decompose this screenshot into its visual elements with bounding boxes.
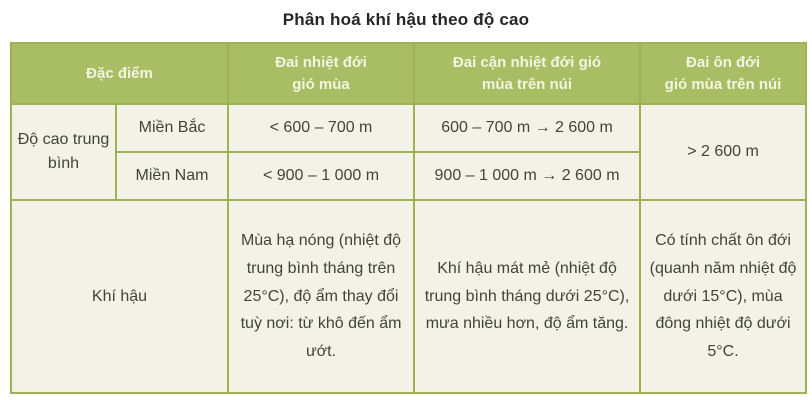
- climate-row-label: Khí hậu: [9, 199, 230, 394]
- altitude-south-tropical: < 900 – 1 000 m: [227, 151, 416, 201]
- altitude-south-subtropical: 900 – 1 000 m → 2 600 m: [413, 151, 642, 201]
- south-region-label: Miền Nam: [114, 151, 230, 201]
- header-temperate-belt: Đai ôn đới gió mùa trên núi: [639, 42, 808, 105]
- altitude-north-tropical: < 600 – 700 m: [227, 103, 416, 153]
- climate-row: Khí hậu Mùa hạ nóng (nhiệt độ trung bình…: [9, 199, 808, 394]
- climate-tropical-desc: Mùa hạ nóng (nhiệt độ trung bình tháng t…: [227, 199, 416, 394]
- header-tropical-belt: Đai nhiệt đới gió mùa: [227, 42, 416, 105]
- north-region-label: Miền Bắc: [114, 103, 230, 153]
- altitude-north-subtropical: 600 – 700 m → 2 600 m: [413, 103, 642, 153]
- header-subtropical-belt: Đai cận nhiệt đới gió mùa trên núi: [413, 42, 642, 105]
- header-feature: Đặc điểm: [9, 42, 230, 105]
- climate-temperate-desc: Có tính chất ôn đới (quanh năm nhiệt độ …: [639, 199, 808, 394]
- altitude-south-row: Miền Nam < 900 – 1 000 m 900 – 1 000 m →…: [11, 151, 806, 201]
- table-title: Phân hoá khí hậu theo độ cao: [282, 10, 530, 29]
- climate-subtropical-desc: Khí hậu mát mẻ (nhiệt độ trung bình thán…: [413, 199, 642, 394]
- altitude-north-row: Độ cao trung bình Miền Bắc < 600 – 700 m…: [10, 103, 808, 201]
- header-row: Đặc điểm Đai nhiệt đới gió mùa Đai cận n…: [9, 42, 808, 105]
- altitude-temperate: > 2 600 m: [639, 103, 808, 201]
- climate-table: Đặc điểm Đai nhiệt đới gió mùa Đai cận n…: [9, 42, 808, 394]
- altitude-row-label: Độ cao trung bình: [10, 103, 117, 201]
